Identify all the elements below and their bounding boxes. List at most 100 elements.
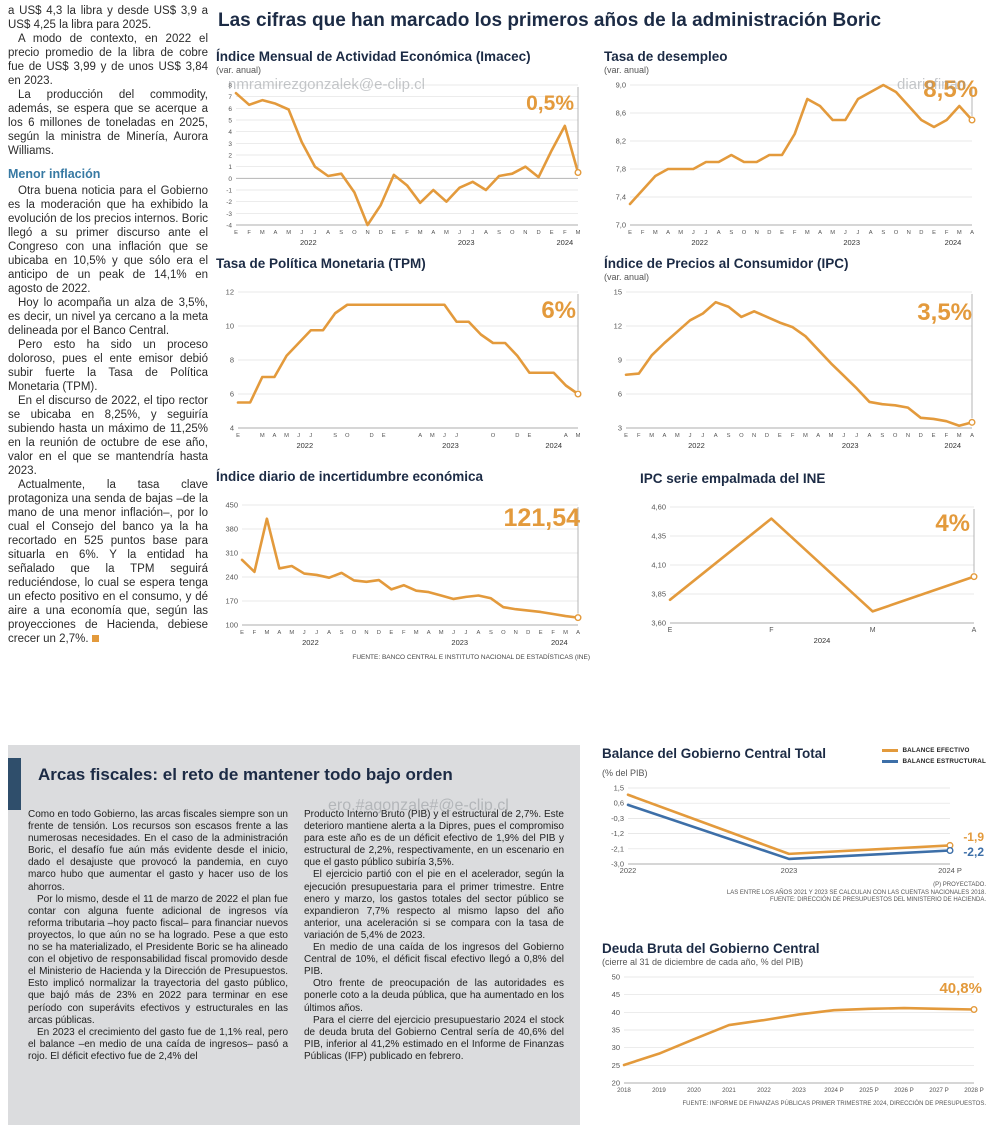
article-paragraph: Hoy lo acompaña un alza de 3,5%, es deci… <box>8 297 208 337</box>
svg-text:M: M <box>678 230 683 236</box>
svg-text:S: S <box>881 230 885 236</box>
svg-text:E: E <box>628 230 632 236</box>
svg-text:-0,3: -0,3 <box>611 814 624 823</box>
svg-text:J: J <box>842 433 845 439</box>
svg-text:170: 170 <box>225 597 238 606</box>
chart-incertidumbre: Índice diario de incertidumbre económica… <box>216 468 590 649</box>
svg-text:J: J <box>452 630 455 636</box>
copper-article-column: a US$ 4,3 la libra y desde US$ 3,9 a US$… <box>8 4 208 646</box>
svg-text:12: 12 <box>614 322 622 331</box>
svg-text:J: J <box>855 433 858 439</box>
ipc-empalmada-callout: 4% <box>935 510 970 537</box>
svg-text:2024: 2024 <box>944 441 961 450</box>
svg-text:D: D <box>377 630 381 636</box>
svg-text:E: E <box>778 433 782 439</box>
tpm-plot: 12 10 8 6 4 E M A M J J S O D E A M J J O D E A M 2022 2023 2024 <box>216 284 590 452</box>
article-paragraph: Producto Interno Bruto (PIB) y el estruc… <box>304 809 564 869</box>
svg-text:E: E <box>527 433 531 439</box>
svg-text:N: N <box>365 230 369 236</box>
svg-text:20: 20 <box>612 1079 620 1088</box>
chart-ipc: Índice de Precios al Consumidor (IPC) (v… <box>604 255 984 452</box>
svg-text:-2: -2 <box>226 199 232 206</box>
svg-text:D: D <box>765 433 769 439</box>
article-paragraph: a US$ 4,3 la libra y desde US$ 3,9 a US$… <box>8 5 208 31</box>
svg-text:12: 12 <box>226 288 234 297</box>
ipc-empalmada-plot: 4,60 4,35 4,10 3,85 3,60 E F M A 2024 <box>640 499 986 647</box>
chart-subtitle: (var. anual) <box>604 272 650 282</box>
chart-footnotes: FUENTE: INFORME DE FINANZAS PÚBLICAS PRI… <box>602 1101 987 1109</box>
svg-text:N: N <box>523 230 527 236</box>
svg-text:2023: 2023 <box>843 238 860 247</box>
svg-text:A: A <box>869 230 873 236</box>
article-paragraph: Actualmente, la tasa clave protagoniza u… <box>8 478 208 646</box>
svg-text:A: A <box>427 630 431 636</box>
chart-footnote: LAS ENTRE LOS AÑOS 2021 Y 2023 SE CALCUL… <box>726 889 986 896</box>
svg-text:4,60: 4,60 <box>651 503 666 512</box>
svg-text:9: 9 <box>618 356 622 365</box>
legend-item: BALANCE ESTRUCTURAL <box>882 757 986 766</box>
svg-text:F: F <box>791 433 795 439</box>
svg-text:8,2: 8,2 <box>616 137 626 146</box>
inflation-heading: Menor inflación <box>8 167 101 181</box>
svg-text:J: J <box>692 230 695 236</box>
chart-desempleo: Tasa de desempleo (var. anual) 9,0 8,6 8,2… <box>604 48 984 249</box>
svg-text:9,0: 9,0 <box>616 81 626 90</box>
svg-text:N: N <box>752 433 756 439</box>
svg-text:8,6: 8,6 <box>616 109 626 118</box>
chart-ipc-empalmada: IPC serie empalmada del INE 4,60 4,35 4,10… <box>640 470 986 647</box>
svg-text:J: J <box>701 433 704 439</box>
svg-text:S: S <box>880 433 884 439</box>
svg-text:2024: 2024 <box>945 238 962 247</box>
svg-text:F: F <box>405 230 409 236</box>
article-paragraph: A modo de contexto, en 2022 el precio pr… <box>8 33 208 87</box>
svg-text:-1,2: -1,2 <box>611 829 624 838</box>
svg-text:N: N <box>364 630 368 636</box>
svg-text:M: M <box>260 433 265 439</box>
svg-text:M: M <box>444 230 449 236</box>
tpm-callout: 6% <box>541 297 576 324</box>
article-paragraph: Por lo mismo, desde el 11 de marzo de 20… <box>28 893 288 1026</box>
title-accent-bar <box>8 758 21 810</box>
svg-text:F: F <box>641 230 645 236</box>
chart-title: Tasa de desempleo <box>604 49 728 64</box>
svg-text:J: J <box>471 230 474 236</box>
svg-text:D: D <box>526 630 530 636</box>
legend-label: BALANCE EFECTIVO <box>902 747 970 754</box>
svg-text:3: 3 <box>618 424 622 433</box>
svg-text:-3: -3 <box>226 211 232 218</box>
svg-text:-3,0: -3,0 <box>611 860 624 869</box>
svg-text:M: M <box>829 433 834 439</box>
svg-text:A: A <box>564 433 568 439</box>
svg-text:30: 30 <box>612 1043 620 1052</box>
svg-text:F: F <box>637 433 641 439</box>
article-end-mark <box>91 635 99 642</box>
svg-text:O: O <box>501 630 506 636</box>
svg-text:4: 4 <box>228 129 232 136</box>
svg-text:A: A <box>327 630 331 636</box>
chart-balance: Balance del Gobierno Central Total BALAN… <box>602 745 986 905</box>
svg-text:40: 40 <box>612 1008 620 1017</box>
svg-text:M: M <box>653 230 658 236</box>
chart-subtitle: (% del PIB) <box>602 768 648 778</box>
svg-text:A: A <box>717 230 721 236</box>
svg-text:M: M <box>649 433 654 439</box>
article-paragraph: En 2023 el crecimiento del gasto fue de … <box>28 1026 288 1062</box>
chart-title: Índice Mensual de Actividad Económica (I… <box>216 49 531 64</box>
svg-text:2024: 2024 <box>545 441 562 450</box>
svg-text:2024 P: 2024 P <box>938 866 962 875</box>
chart-subtitle <box>216 272 590 284</box>
svg-text:2023: 2023 <box>792 1087 806 1094</box>
chart-footnotes: (P) PROYECTADO. LAS ENTRE LOS AÑOS 2021 … <box>602 882 986 905</box>
article-paragraph: La producción del commodity, además, se … <box>8 89 208 157</box>
svg-text:J: J <box>315 630 318 636</box>
svg-text:45: 45 <box>612 990 620 999</box>
chart-subtitle <box>640 487 986 499</box>
chart-footnote: FUENTE: INFORME DE FINANZAS PÚBLICAS PRI… <box>682 1101 987 1107</box>
balance-callout-estructural: -2,2 <box>963 845 984 859</box>
svg-text:M: M <box>803 433 808 439</box>
chart-imacec: Índice Mensual de Actividad Económica (I… <box>216 48 590 249</box>
incertidumbre-plot: 450 380 310 240 170 100 E F M A M J J A S O N D E F M A M J J A S O… <box>216 497 590 649</box>
